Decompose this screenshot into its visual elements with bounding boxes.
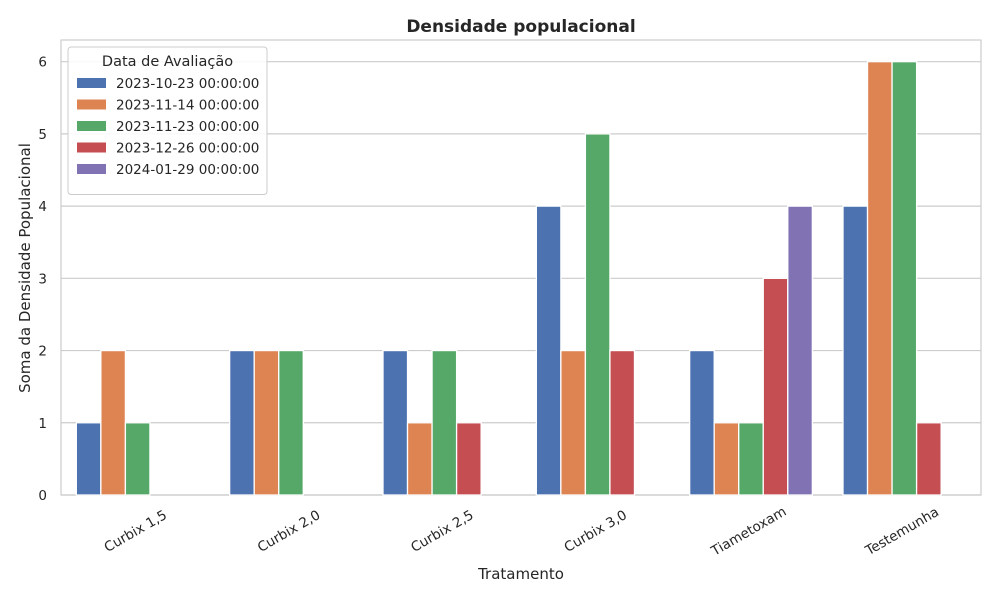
bar (915, 422, 942, 496)
y-tick-label: 3 (38, 271, 47, 287)
legend-swatch (77, 164, 106, 174)
bar (535, 205, 562, 496)
y-tick-label: 6 (38, 55, 47, 71)
y-tick-label: 0 (38, 488, 47, 504)
bar (382, 349, 409, 496)
legend-swatch (77, 121, 106, 131)
legend-swatch (77, 99, 106, 110)
bar (455, 422, 482, 496)
bar (229, 349, 255, 496)
legend-label: 2023-12-26 00:00:00 (116, 141, 259, 157)
bar (75, 422, 102, 496)
bar (689, 349, 715, 496)
legend-label: 2023-11-14 00:00:00 (116, 98, 259, 114)
legend-label: 2023-10-23 00:00:00 (116, 76, 259, 92)
legend-swatch (77, 78, 106, 88)
x-axis-label: Tratamento (477, 565, 564, 583)
y-axis-label: Soma da Densidade Populacional (16, 143, 34, 393)
bar (891, 61, 918, 496)
bar (762, 277, 789, 496)
bar (278, 349, 304, 496)
y-tick-label: 2 (38, 344, 47, 360)
plot-area (60, 39, 982, 496)
legend-title: Data de Avaliação (102, 54, 233, 70)
bar (584, 133, 611, 496)
bar (431, 349, 458, 496)
y-tick-label: 5 (38, 127, 47, 143)
bar (253, 349, 280, 496)
legend: Data de Avaliação 2023-10-23 00:00:00 202… (67, 46, 268, 195)
bar (738, 422, 764, 496)
bar (842, 205, 869, 496)
bar (560, 349, 587, 496)
y-tick-label: 1 (38, 416, 47, 432)
bars (75, 61, 942, 496)
bar (787, 205, 813, 496)
bar (609, 349, 636, 496)
legend-swatch (77, 142, 106, 153)
legend-label: 2024-01-29 00:00:00 (116, 162, 259, 178)
bar (406, 422, 433, 496)
bar (124, 422, 151, 496)
bar (866, 61, 893, 496)
y-axis-ticks: 0 1 2 3 4 5 6 (38, 55, 47, 504)
legend-box (67, 46, 268, 195)
bar (100, 349, 127, 496)
bar (713, 422, 740, 496)
y-tick-label: 4 (38, 199, 47, 215)
chart-title: Densidade populacional (406, 17, 635, 37)
legend-label: 2023-11-23 00:00:00 (116, 119, 259, 135)
